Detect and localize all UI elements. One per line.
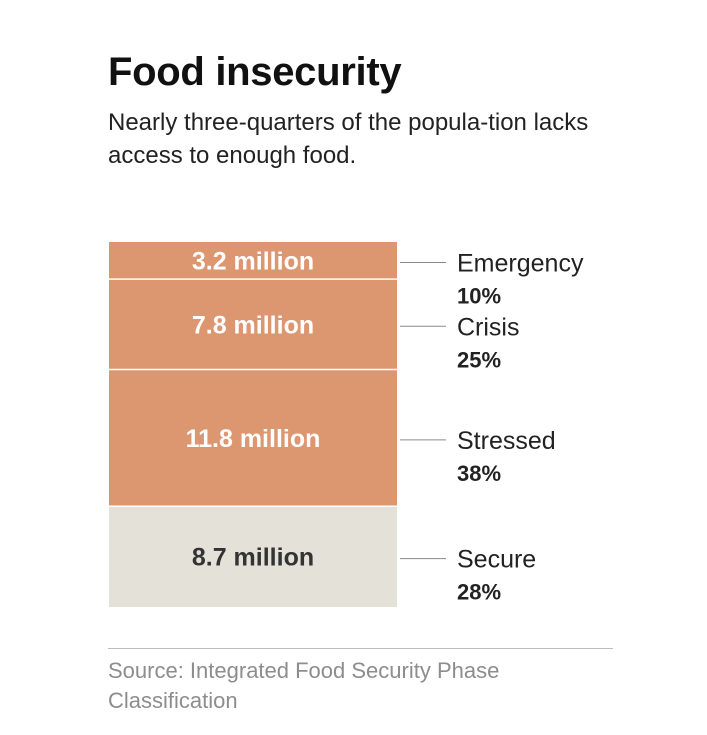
chart-subtitle: Nearly three-quarters of the popula-tion… xyxy=(108,109,589,169)
bar-segment-crisis xyxy=(109,279,397,370)
segment-value-label: 11.8 million xyxy=(186,425,321,453)
percent-label: 28% xyxy=(457,580,501,605)
segment-value-label: 8.7 million xyxy=(192,544,314,572)
category-label: Emergency xyxy=(457,250,584,278)
source-note: Source: Integrated Food Security Phase C… xyxy=(108,658,500,713)
bar-segment-emergency xyxy=(109,242,397,280)
percent-label: 38% xyxy=(457,461,501,486)
chart-title: Food insecurity xyxy=(108,50,402,94)
segment-value-label: 3.2 million xyxy=(192,248,314,276)
category-label: Stressed xyxy=(457,427,556,455)
percent-label: 25% xyxy=(457,347,501,372)
divider xyxy=(108,648,613,649)
segment-value-label: 7.8 million xyxy=(192,311,314,339)
category-label: Crisis xyxy=(457,313,520,341)
bar-segment-secure xyxy=(109,506,397,607)
bar-segment-stressed xyxy=(109,369,397,507)
category-label: Secure xyxy=(457,546,536,574)
percent-label: 10% xyxy=(457,284,501,309)
